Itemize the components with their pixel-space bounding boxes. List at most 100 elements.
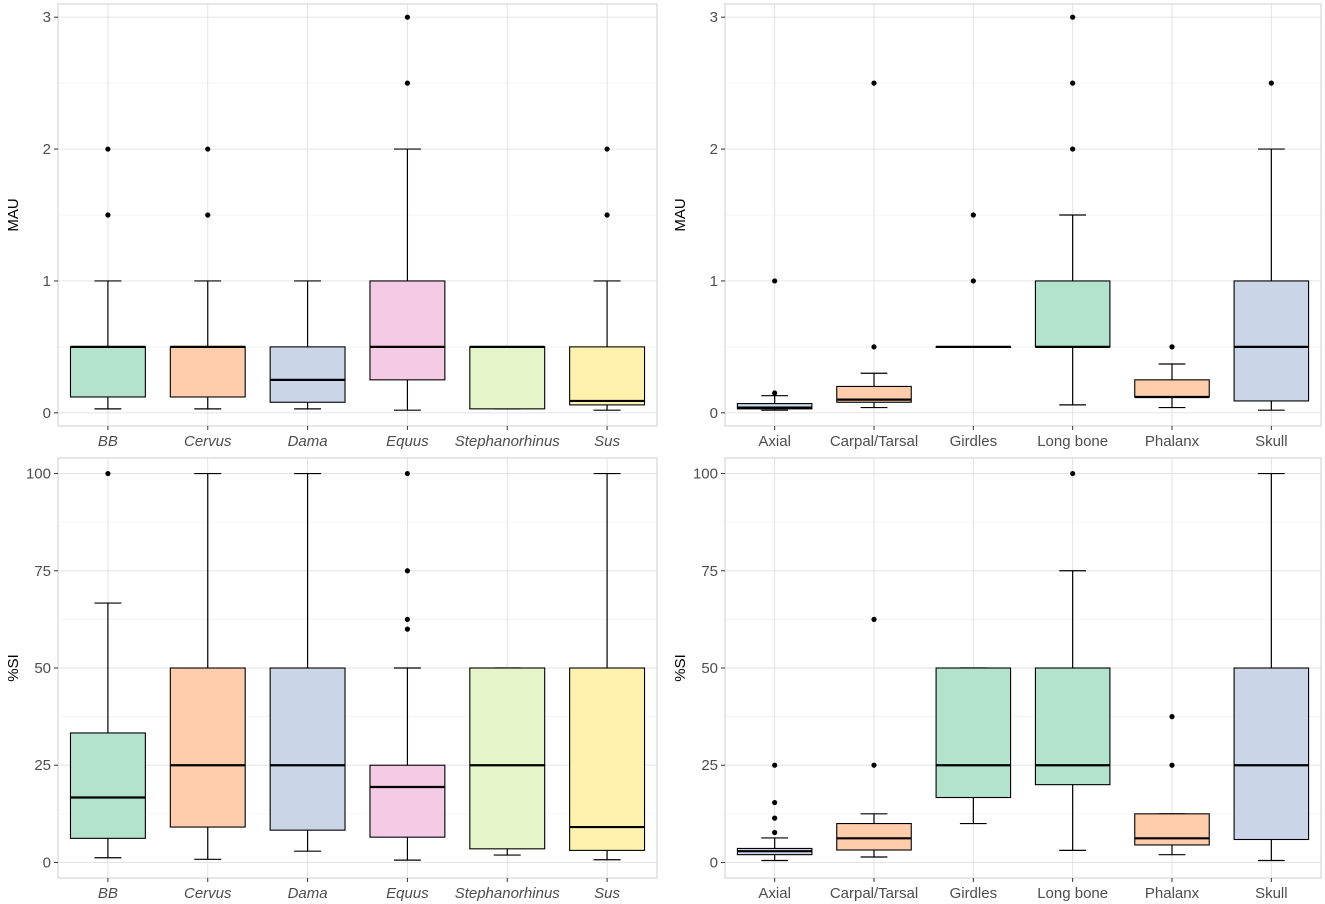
outlier-point — [772, 815, 778, 821]
x-tick-label: Equus — [386, 433, 429, 450]
outlier-point — [1169, 762, 1175, 768]
x-tick-label: Dama — [288, 885, 328, 902]
interquartile-box — [1134, 379, 1210, 398]
outlier-point — [105, 146, 111, 152]
box-phalanx — [1134, 714, 1210, 856]
interquartile-box — [269, 346, 346, 403]
panel-3: 0 25 50 75 100 %SI BB Cervus Dama Equus Stephanorh… — [5, 457, 658, 902]
y-axis-title: MAU — [672, 198, 689, 231]
box-girdles — [935, 667, 1012, 825]
box-phalanx — [1134, 344, 1210, 409]
interquartile-box — [836, 823, 912, 851]
y-tick-label: 1 — [43, 273, 51, 290]
y-tick-label: 3 — [710, 9, 718, 26]
outlier-point — [105, 470, 111, 477]
outlier-point — [404, 80, 411, 86]
x-tick-label: Long bone — [1037, 885, 1108, 902]
x-tick-label: Equus — [386, 885, 429, 902]
outlier-point — [871, 80, 877, 86]
x-tick-label: Stephanorhinus — [455, 885, 561, 902]
x-tick-label: Carpal/Tarsal — [830, 433, 918, 450]
box-carpal-tarsal — [836, 616, 912, 858]
y-tick-label: 75 — [701, 563, 718, 580]
outlier-point — [404, 626, 411, 632]
outlier-point — [1268, 80, 1274, 86]
x-tick-label: Skull — [1255, 885, 1288, 902]
outlier-point — [404, 616, 411, 622]
outlier-point — [772, 278, 778, 284]
x-tick-label: Cervus — [184, 885, 232, 902]
box-cervus — [169, 146, 246, 410]
outlier-point — [205, 212, 211, 218]
box-stephanorhinus — [469, 345, 546, 410]
y-tick-label: 0 — [710, 854, 718, 871]
y-axis-title: %SI — [5, 654, 22, 682]
outlier-point — [1070, 146, 1076, 152]
x-tick-label: Girdles — [950, 885, 998, 902]
x-tick-label: Cervus — [184, 433, 232, 450]
x-tick-label: BB — [98, 433, 118, 450]
interquartile-box — [469, 667, 546, 850]
interquartile-box — [569, 667, 646, 851]
box-carpal-tarsal — [836, 80, 912, 409]
interquartile-box — [1233, 667, 1310, 841]
panel-1: 0 1 2 3 MAU BB Cervus Dama Equus Stephanorhinus Su… — [5, 3, 658, 450]
outlier-point — [105, 212, 111, 218]
outlier-point — [604, 212, 610, 218]
outlier-point — [772, 390, 778, 396]
y-tick-label: 0 — [43, 854, 51, 871]
outlier-point — [1169, 344, 1175, 350]
x-tick-label: Axial — [758, 433, 791, 450]
y-tick-label: 3 — [43, 9, 51, 26]
interquartile-box — [1233, 280, 1310, 402]
y-tick-label: 1 — [710, 273, 718, 290]
x-tick-label: Phalanx — [1145, 885, 1200, 902]
y-axis-title: MAU — [5, 198, 22, 231]
outlier-point — [205, 146, 211, 152]
box-equus — [369, 470, 446, 861]
y-tick-label: 25 — [34, 757, 51, 774]
x-tick-label: Long bone — [1037, 433, 1108, 450]
box-sus — [569, 146, 646, 411]
interquartile-box — [369, 764, 446, 838]
y-tick-label: 50 — [701, 660, 718, 677]
outlier-point — [1169, 714, 1175, 720]
outlier-point — [404, 14, 411, 20]
outlier-point — [871, 344, 877, 350]
box-long-bone — [1034, 470, 1111, 851]
x-tick-label: BB — [98, 885, 118, 902]
x-tick-label: Phalanx — [1145, 433, 1200, 450]
box-bb — [69, 146, 146, 410]
x-tick-label: Dama — [288, 433, 328, 450]
y-tick-label: 0 — [710, 405, 718, 422]
box-dama — [269, 280, 346, 410]
box-skull — [1233, 472, 1310, 862]
panel-2: 0 1 2 3 MAU Axial Carpal/Tarsal Girdles Long bon… — [672, 3, 1322, 450]
y-tick-label: 25 — [701, 757, 718, 774]
outlier-point — [404, 470, 411, 477]
x-tick-label: Axial — [758, 885, 791, 902]
outlier-point — [604, 146, 610, 152]
x-tick-label: Girdles — [950, 433, 998, 450]
y-axis-title: %SI — [672, 654, 689, 682]
y-tick-label: 0 — [43, 405, 51, 422]
box-bb — [69, 470, 146, 859]
x-tick-label: Carpal/Tarsal — [830, 885, 918, 902]
interquartile-box — [836, 385, 912, 403]
y-tick-label: 2 — [43, 141, 51, 158]
box-cervus — [169, 472, 246, 860]
outlier-point — [772, 799, 778, 806]
y-tick-label: 100 — [26, 466, 51, 483]
box-dama — [269, 472, 346, 852]
x-tick-label: Stephanorhinus — [455, 433, 561, 450]
y-tick-label: 50 — [34, 660, 51, 677]
outlier-point — [871, 762, 877, 768]
interquartile-box — [1034, 667, 1111, 786]
box-skull — [1233, 80, 1310, 411]
interquartile-box — [369, 280, 446, 381]
x-tick-label: Skull — [1255, 433, 1288, 450]
panel-4: 0 25 50 75 100 %SI Axial Carpal/Tarsal Girdles Lo… — [672, 457, 1322, 902]
outlier-point — [1070, 14, 1076, 20]
interquartile-box — [169, 667, 246, 828]
panel-border — [724, 3, 1322, 427]
